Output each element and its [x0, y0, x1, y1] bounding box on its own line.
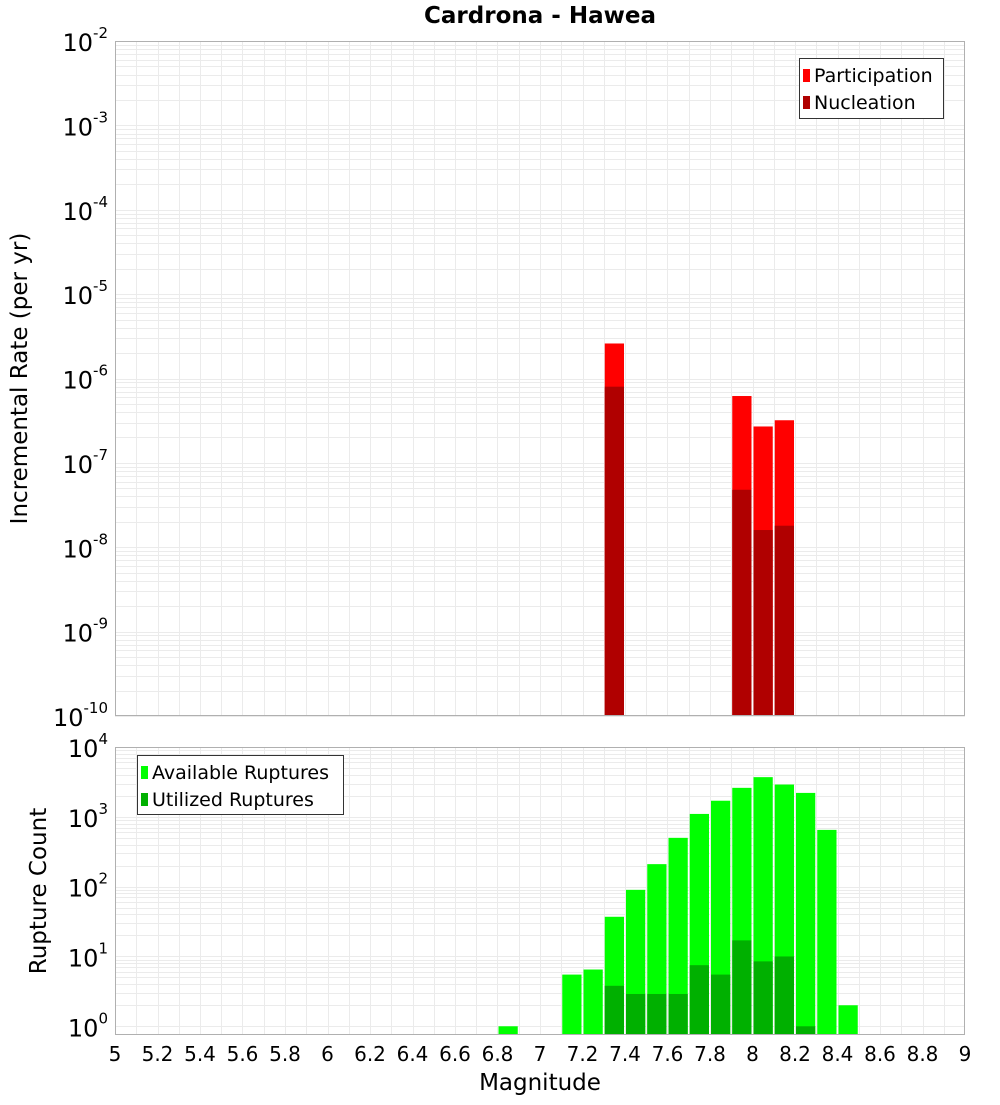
- x-tick-label: 5.4: [184, 1042, 216, 1066]
- legend-label: Participation: [814, 65, 933, 87]
- legend-box: [137, 755, 344, 815]
- chart-title: Cardrona - Hawea: [424, 3, 656, 29]
- x-tick-labels: 5 5.2 5.4 5.6 5.8 6 6.2 6.4 6.6 6.8 7 7.2 7.4 7.6 7.8 8…: [109, 1042, 972, 1066]
- y-tick-label: 101: [68, 939, 108, 972]
- count-panel: 100 101 102 103 104 Rupture Count Available Ru…: [26, 730, 971, 1096]
- x-tick-label: 5: [109, 1042, 122, 1066]
- rate-panel: 10-10 10-9 10-8 10-7 10-6 10-5 10-4 10-3 10-2 Inc…: [7, 3, 965, 732]
- x-tick-label: 8.4: [822, 1042, 854, 1066]
- plot-frame: [115, 41, 965, 716]
- legend-swatch: [141, 766, 148, 779]
- x-tick-label: 5.8: [269, 1042, 301, 1066]
- utilized-ruptures-bar: [689, 965, 709, 1035]
- available-ruptures-bar: [668, 837, 688, 1035]
- y-tick-label: 10-3: [62, 108, 108, 141]
- utilized-ruptures-bar: [647, 993, 667, 1035]
- x-tick-label: 8: [746, 1042, 759, 1066]
- y-tick-label: 10-8: [62, 530, 108, 563]
- x-tick-label: 8.6: [864, 1042, 896, 1066]
- available-ruptures-bar: [817, 829, 837, 1035]
- y-tick-label: 100: [68, 1009, 108, 1042]
- nucleation-bar: [604, 386, 624, 716]
- legend-swatch: [803, 69, 810, 82]
- y-tick-label: 10-2: [62, 24, 108, 57]
- nucleation-bar: [753, 530, 773, 716]
- legend-label: Utilized Ruptures: [152, 789, 314, 811]
- x-tick-label: 7.8: [694, 1042, 726, 1066]
- available-ruptures-bar: [796, 792, 816, 1035]
- legend: Participation Nucleation: [799, 58, 944, 119]
- x-tick-label: 5.6: [227, 1042, 259, 1066]
- x-tick-label: 6: [321, 1042, 334, 1066]
- y-tick-label: 10-10: [53, 699, 108, 732]
- grid-lines: [115, 41, 965, 717]
- x-tick-label: 8.2: [779, 1042, 811, 1066]
- nucleation-bar: [732, 489, 752, 716]
- utilized-ruptures-bar: [604, 985, 624, 1035]
- x-tick-label: 7.2: [567, 1042, 599, 1066]
- utilized-ruptures-bar: [796, 1026, 816, 1035]
- bars: [604, 343, 794, 716]
- y-tick-label: 10-6: [62, 362, 108, 395]
- x-axis-label: Magnitude: [479, 1070, 601, 1096]
- legend-label: Nucleation: [814, 92, 916, 114]
- bars: [498, 777, 858, 1035]
- x-tick-label: 7.6: [652, 1042, 684, 1066]
- x-tick-label: 9: [959, 1042, 972, 1066]
- y-tick-labels: 100 101 102 103 104: [68, 730, 108, 1042]
- y-tick-label: 104: [68, 730, 108, 763]
- legend-label: Available Ruptures: [152, 762, 329, 784]
- available-ruptures-bar: [583, 969, 603, 1035]
- x-tick-label: 6.8: [482, 1042, 514, 1066]
- legend-swatch: [141, 793, 148, 806]
- y-tick-label: 103: [68, 800, 108, 833]
- y-axis-label: Incremental Rate (per yr): [7, 233, 33, 525]
- y-tick-label: 10-9: [62, 615, 108, 648]
- x-tick-label: 6.2: [354, 1042, 386, 1066]
- legend-box: [799, 58, 944, 119]
- legend: Available Ruptures Utilized Ruptures: [137, 755, 344, 815]
- y-axis-label: Rupture Count: [26, 808, 52, 974]
- legend-swatch: [803, 96, 810, 109]
- x-tick-label: 5.2: [142, 1042, 174, 1066]
- utilized-ruptures-bar: [668, 993, 688, 1035]
- x-tick-label: 7: [534, 1042, 547, 1066]
- y-tick-label: 10-5: [62, 277, 108, 310]
- available-ruptures-bar: [838, 1005, 858, 1035]
- utilized-ruptures-bar: [732, 940, 752, 1035]
- x-tick-label: 8.8: [907, 1042, 939, 1066]
- utilized-ruptures-bar: [774, 956, 794, 1035]
- y-tick-label: 102: [68, 870, 108, 903]
- plot-frame: [115, 747, 965, 1035]
- x-tick-label: 7.4: [609, 1042, 641, 1066]
- nucleation-bar: [774, 525, 794, 716]
- x-tick-label: 6.6: [439, 1042, 471, 1066]
- y-tick-labels: 10-10 10-9 10-8 10-7 10-6 10-5 10-4 10-3 10-2: [53, 24, 108, 732]
- utilized-ruptures-bar: [711, 974, 731, 1035]
- utilized-ruptures-bar: [626, 993, 646, 1035]
- available-ruptures-bar: [647, 864, 667, 1035]
- x-tick-label: 6.4: [397, 1042, 429, 1066]
- utilized-ruptures-bar: [753, 961, 773, 1035]
- y-tick-label: 10-7: [62, 446, 108, 479]
- y-tick-label: 10-4: [62, 193, 108, 226]
- available-ruptures-bar: [498, 1026, 518, 1035]
- available-ruptures-bar: [562, 974, 582, 1035]
